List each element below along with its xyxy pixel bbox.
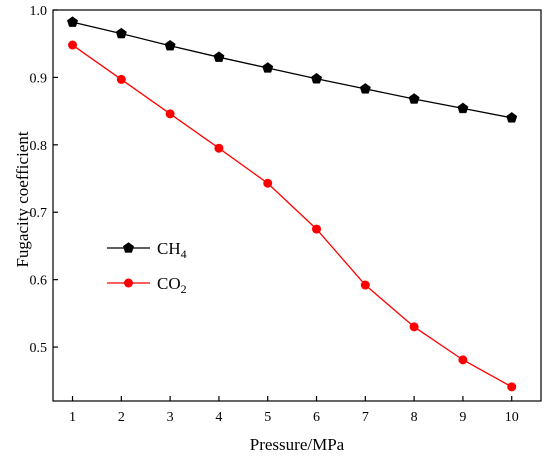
- data-point-co2: [263, 178, 273, 188]
- data-point-co2: [214, 143, 224, 153]
- data-point-ch4: [164, 39, 176, 51]
- y-tick-label: 0.6: [30, 274, 48, 289]
- y-tick-label: 0.9: [30, 71, 48, 86]
- series-ch4: [66, 16, 518, 123]
- data-point-ch4: [262, 62, 274, 73]
- legend-label-co2: CO2: [157, 274, 187, 296]
- data-point-ch4: [66, 16, 79, 27]
- series-line-ch4: [72, 21, 512, 119]
- data-point-ch4: [359, 83, 371, 94]
- x-tick-label: 6: [313, 410, 320, 425]
- legend-item-co2: CO2: [107, 274, 187, 296]
- x-tick-label: 2: [118, 410, 125, 425]
- x-tick-label: 4: [215, 410, 222, 425]
- data-point-ch4: [408, 93, 420, 104]
- x-axis: 1 2 3 4 5 6 7 8 9 10: [69, 396, 519, 425]
- x-tick-label: 8: [411, 410, 418, 425]
- y-axis: 0.5 0.6 0.7 0.8 0.9 1.0: [30, 4, 58, 356]
- legend-marker-ch4: [122, 242, 135, 253]
- data-point-co2: [409, 322, 419, 332]
- data-point-ch4: [213, 51, 225, 62]
- series-line-co2: [72, 44, 513, 388]
- x-tick-label: 1: [69, 410, 76, 425]
- x-tick-label: 7: [362, 410, 369, 425]
- data-point-co2: [68, 40, 78, 50]
- data-point-ch4: [115, 27, 127, 39]
- y-axis-label: Fugacity coefficient: [13, 131, 32, 267]
- data-point-co2: [165, 109, 175, 119]
- x-tick-label: 5: [264, 410, 271, 425]
- legend-label-ch4: CH4: [157, 239, 187, 261]
- data-point-co2: [507, 382, 517, 392]
- series-co2: [68, 40, 517, 392]
- data-point-co2: [116, 74, 126, 84]
- series-layer: [66, 16, 518, 392]
- y-tick-label: 0.5: [30, 341, 48, 356]
- x-tick-label: 3: [167, 410, 174, 425]
- y-tick-label: 0.7: [30, 206, 48, 221]
- data-point-ch4: [310, 72, 323, 84]
- x-tick-label: 10: [505, 410, 519, 425]
- data-point-co2: [458, 355, 468, 365]
- legend-marker-co2: [124, 278, 133, 288]
- data-point-co2: [360, 280, 370, 290]
- x-tick-label: 9: [459, 410, 466, 425]
- legend-item-ch4: CH4: [107, 239, 187, 261]
- x-axis-label: Pressure/MPa: [250, 435, 345, 454]
- plot-frame: [52, 9, 542, 402]
- data-point-ch4: [506, 112, 518, 123]
- legend: CH4 CO2: [107, 239, 187, 296]
- y-tick-label: 1.0: [30, 4, 48, 19]
- y-tick-label: 0.8: [30, 139, 48, 154]
- data-point-ch4: [457, 102, 469, 114]
- data-point-co2: [312, 224, 322, 234]
